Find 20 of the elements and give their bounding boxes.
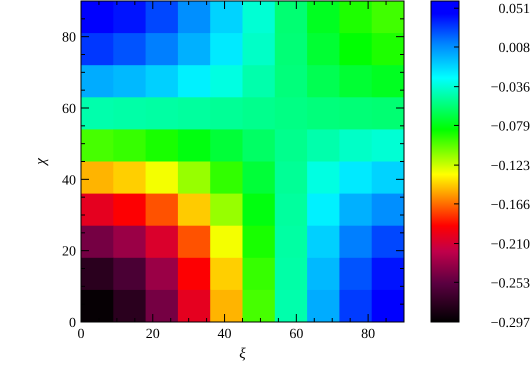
y-tick-label: 60 xyxy=(62,102,76,117)
y-tick-label: 80 xyxy=(62,30,76,46)
x-tick-label: 20 xyxy=(146,327,160,342)
color-bar-label: 0.008 xyxy=(498,40,530,56)
y-tick-label: 40 xyxy=(62,173,76,188)
color-bar-label: −0.166 xyxy=(490,198,530,213)
y-tick-label: 0 xyxy=(69,316,76,331)
x-axis-title: ξ xyxy=(239,346,246,362)
color-bar-label: 0.051 xyxy=(498,2,530,18)
color-bar-label: −0.297 xyxy=(490,316,530,331)
color-bar-label: −0.079 xyxy=(490,119,530,134)
color-bar-label: −0.123 xyxy=(490,159,530,174)
color-bar-label: −0.253 xyxy=(490,276,530,292)
x-tick-label: 40 xyxy=(218,327,232,342)
x-tick-label: 60 xyxy=(289,327,304,342)
y-tick-label: 20 xyxy=(62,244,76,260)
color-bar-label: −0.036 xyxy=(490,80,530,96)
y-axis-title: χ xyxy=(33,158,49,167)
x-tick-label: 80 xyxy=(361,327,376,342)
color-bar-label: −0.210 xyxy=(490,238,530,253)
